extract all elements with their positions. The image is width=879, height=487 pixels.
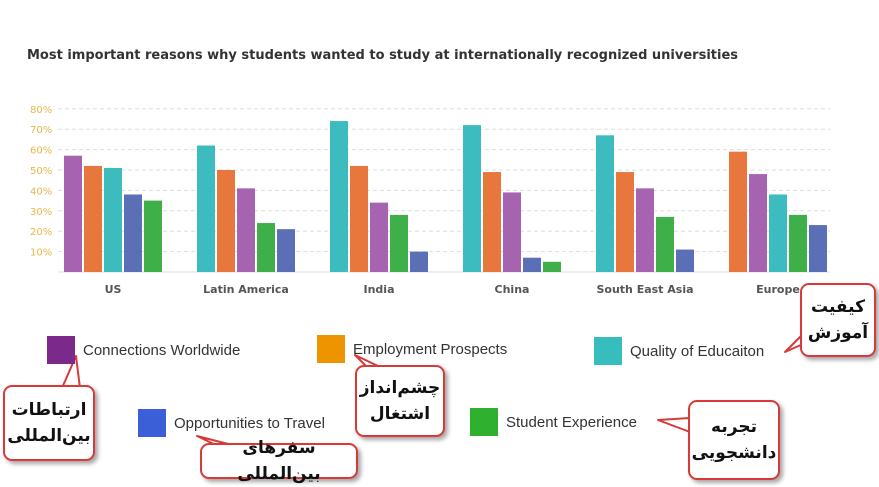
annotation-pointer: [657, 417, 691, 433]
bar: [769, 194, 787, 272]
legend-swatch: [470, 408, 498, 436]
bar: [257, 223, 275, 272]
bar: [503, 192, 521, 272]
bar: [197, 145, 215, 272]
legend-label: Employment Prospects: [353, 340, 508, 358]
x-tick-label: Latin America: [203, 283, 289, 296]
note-connections: ارتباطات بین‌المللی: [3, 385, 95, 461]
bar: [596, 135, 614, 272]
legend-item-travel: Opportunities to Travel: [138, 409, 325, 437]
bar: [789, 214, 807, 272]
y-tick-label: 60%: [30, 146, 52, 157]
legend-swatch: [594, 337, 622, 365]
bar: [523, 257, 541, 272]
bar: [543, 261, 561, 272]
legend-label: Student Experience: [506, 413, 637, 431]
x-tick-label: China: [495, 283, 530, 296]
bar: [370, 202, 388, 272]
bar: [749, 174, 767, 272]
bar: [350, 165, 368, 272]
bar: [144, 200, 162, 272]
bar: [124, 194, 142, 272]
chart-bars: [64, 121, 827, 273]
bar: [330, 121, 348, 272]
legend-item-quality: Quality of Educaiton: [594, 337, 764, 365]
bar: [676, 249, 694, 272]
x-tick-label: US: [105, 283, 122, 296]
note-travel: سفرهای بین‌المللی: [200, 438, 358, 484]
bar: [636, 188, 654, 272]
y-tick-label: 10%: [30, 248, 52, 259]
y-axis-tick-labels: 10% 20% 30% 40% 50% 60% 70% 80%: [30, 105, 52, 259]
bar: [616, 172, 634, 272]
legend-item-employment: Employment Prospects: [317, 335, 507, 363]
y-tick-label: 40%: [30, 186, 52, 197]
bar: [64, 155, 82, 272]
x-axis-category-labels: US Latin America India China South East Asia…: [105, 283, 800, 296]
y-tick-label: 50%: [30, 166, 52, 177]
legend-swatch: [138, 409, 166, 437]
legend-label: Opportunities to Travel: [174, 414, 325, 432]
bar: [809, 225, 827, 272]
bar: [483, 172, 501, 272]
bar: [410, 251, 428, 272]
bar: [104, 167, 122, 272]
legend-label: Quality of Educaiton: [630, 342, 765, 360]
y-tick-label: 20%: [30, 227, 52, 238]
bar: [277, 229, 295, 272]
bar: [656, 216, 674, 272]
legend-label: Connections Worldwide: [83, 341, 241, 359]
bar: [729, 151, 747, 272]
y-tick-label: 70%: [30, 125, 52, 136]
x-tick-label: South East Asia: [596, 283, 693, 296]
legend-swatch: [47, 336, 75, 364]
chart-gridlines: [58, 108, 830, 273]
bar: [463, 125, 481, 273]
x-tick-label: India: [364, 283, 395, 296]
legend-item-student-experience: Student Experience: [470, 408, 637, 436]
note-employment: چشم‌انداز اشتغال: [355, 365, 445, 437]
legend-swatch: [317, 335, 345, 363]
bar: [217, 170, 235, 272]
chart-title: Most important reasons why students want…: [27, 48, 738, 63]
y-tick-label: 30%: [30, 207, 52, 218]
bar: [237, 188, 255, 272]
bar: [84, 165, 102, 272]
legend-item-connections: Connections Worldwide: [47, 336, 240, 364]
note-student-experience: تجربه دانشجویی: [688, 400, 780, 480]
bar: [390, 214, 408, 272]
note-quality: کیفیت آموزش: [800, 283, 876, 357]
x-tick-label: Europe: [756, 283, 800, 296]
y-tick-label: 80%: [30, 105, 52, 116]
